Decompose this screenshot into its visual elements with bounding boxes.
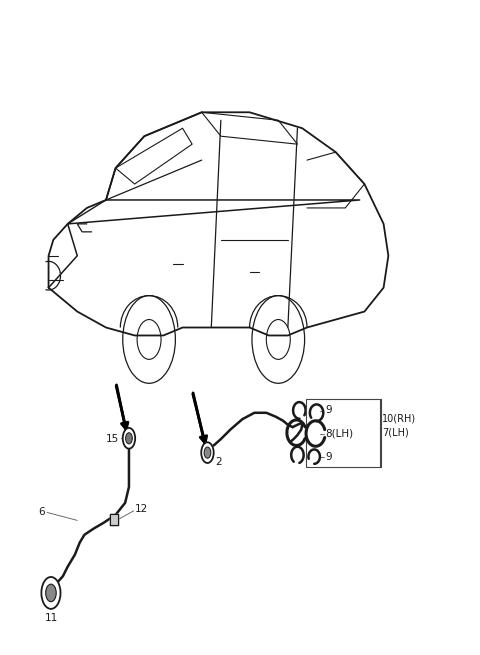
Circle shape [41,577,60,609]
Text: 7(LH): 7(LH) [382,427,409,437]
Text: 8(LH): 8(LH) [325,428,353,438]
Text: 9: 9 [325,405,332,415]
Circle shape [126,433,132,444]
Text: 11: 11 [44,613,58,623]
Text: 2: 2 [215,457,222,466]
Text: 12: 12 [135,504,148,514]
Text: 9: 9 [325,452,332,462]
Bar [306,400,380,467]
Circle shape [204,447,211,458]
Text: 15: 15 [106,434,120,444]
Circle shape [201,442,214,463]
Text: 10(RH): 10(RH) [382,413,416,423]
Circle shape [46,584,56,602]
Text: 6: 6 [38,508,45,517]
Polygon shape [110,514,118,525]
Circle shape [123,428,135,449]
